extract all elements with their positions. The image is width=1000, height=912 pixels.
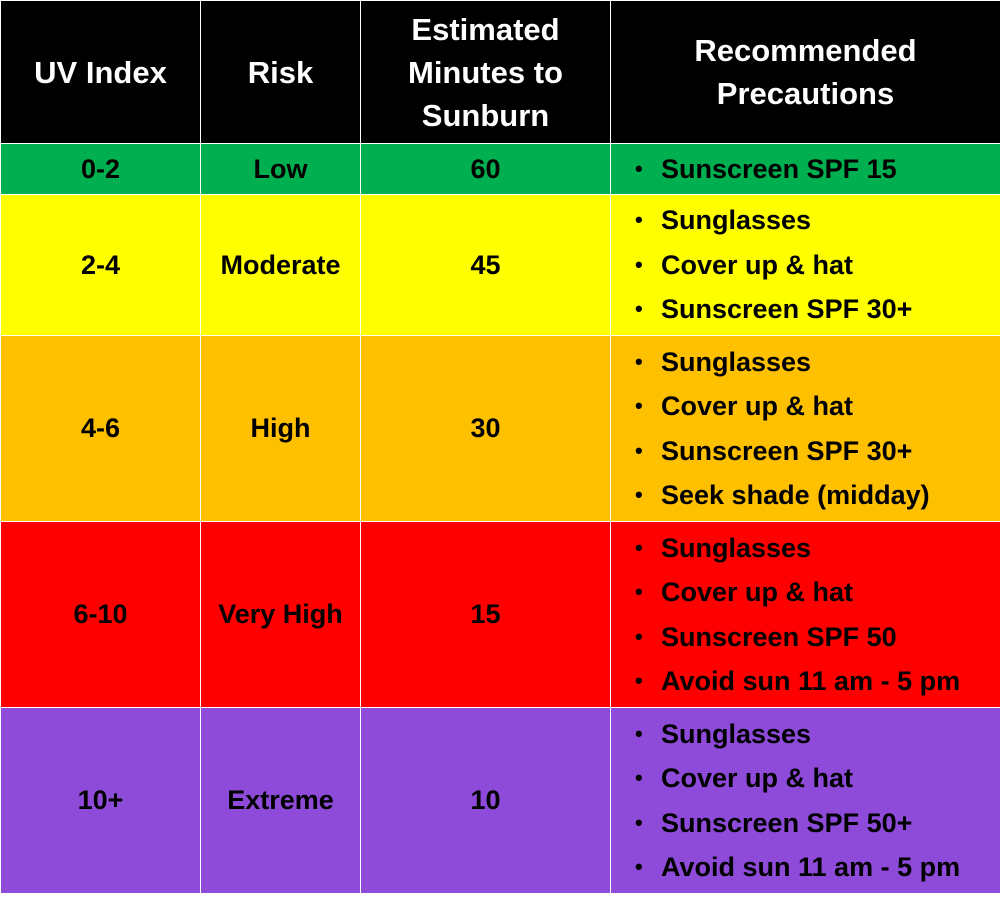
precaution-item: Cover up & hat: [635, 384, 1000, 429]
minutes-cell: 15: [360, 521, 611, 708]
precautions-list: SunglassesCover up & hatSunscreen SPF 30…: [612, 340, 1000, 518]
table-row: 2-4Moderate45SunglassesCover up & hatSun…: [0, 194, 1000, 336]
precautions-cell: Sunscreen SPF 15: [610, 143, 1000, 195]
risk-cell: Moderate: [200, 194, 361, 336]
precautions-cell: SunglassesCover up & hatSunscreen SPF 50…: [610, 521, 1000, 708]
precaution-item: Sunscreen SPF 50+: [635, 801, 1000, 846]
header-risk: Risk: [200, 0, 361, 144]
header-minutes-label: Estimated Minutes to Sunburn: [408, 11, 563, 133]
precautions-cell: SunglassesCover up & hatSunscreen SPF 30…: [610, 194, 1000, 336]
header-precautions: Recommended Precautions: [610, 0, 1000, 144]
uv-index-cell: 2-4: [0, 194, 201, 336]
precaution-item: Sunscreen SPF 30+: [635, 287, 1000, 332]
precaution-item: Sunglasses: [635, 340, 1000, 385]
header-row: UV Index Risk Estimated Minutes to Sunbu…: [0, 0, 1000, 144]
header-uv-index: UV Index: [0, 0, 201, 144]
precaution-item: Seek shade (midday): [635, 473, 1000, 518]
precautions-list: SunglassesCover up & hatSunscreen SPF 50…: [612, 526, 1000, 704]
precaution-item: Sunscreen SPF 50: [635, 615, 1000, 660]
precaution-item: Avoid sun 11 am - 5 pm: [635, 659, 1000, 704]
precaution-item: Sunglasses: [635, 198, 1000, 243]
precaution-item: Sunscreen SPF 30+: [635, 429, 1000, 474]
uv-index-cell: 6-10: [0, 521, 201, 708]
minutes-cell: 60: [360, 143, 611, 195]
uv-index-cell: 4-6: [0, 335, 201, 522]
uv-index-cell: 10+: [0, 707, 201, 894]
precautions-list: SunglassesCover up & hatSunscreen SPF 50…: [612, 712, 1000, 890]
minutes-cell: 30: [360, 335, 611, 522]
header-minutes: Estimated Minutes to Sunburn: [360, 0, 611, 144]
minutes-cell: 10: [360, 707, 611, 894]
risk-cell: Extreme: [200, 707, 361, 894]
risk-cell: Low: [200, 143, 361, 195]
header-uv-index-label: UV Index: [34, 54, 167, 90]
precaution-item: Sunglasses: [635, 712, 1000, 757]
precautions-list: Sunscreen SPF 15: [612, 147, 1000, 192]
precautions-list: SunglassesCover up & hatSunscreen SPF 30…: [612, 198, 1000, 332]
precaution-item: Avoid sun 11 am - 5 pm: [635, 845, 1000, 890]
precaution-item: Cover up & hat: [635, 570, 1000, 615]
risk-cell: High: [200, 335, 361, 522]
minutes-cell: 45: [360, 194, 611, 336]
table-row: 10+Extreme10SunglassesCover up & hatSuns…: [0, 707, 1000, 894]
header-risk-label: Risk: [247, 54, 314, 90]
risk-cell: Very High: [200, 521, 361, 708]
precaution-item: Cover up & hat: [635, 756, 1000, 801]
table-body: 0-2Low60Sunscreen SPF 152-4Moderate45Sun…: [0, 143, 1000, 894]
precautions-cell: SunglassesCover up & hatSunscreen SPF 50…: [610, 707, 1000, 894]
uv-index-cell: 0-2: [0, 143, 201, 195]
precautions-cell: SunglassesCover up & hatSunscreen SPF 30…: [610, 335, 1000, 522]
precaution-item: Sunglasses: [635, 526, 1000, 571]
precaution-item: Cover up & hat: [635, 243, 1000, 288]
header-precautions-label: Recommended Precautions: [694, 33, 917, 111]
precaution-item: Sunscreen SPF 15: [635, 147, 1000, 192]
table-row: 4-6High30SunglassesCover up & hatSunscre…: [0, 335, 1000, 522]
